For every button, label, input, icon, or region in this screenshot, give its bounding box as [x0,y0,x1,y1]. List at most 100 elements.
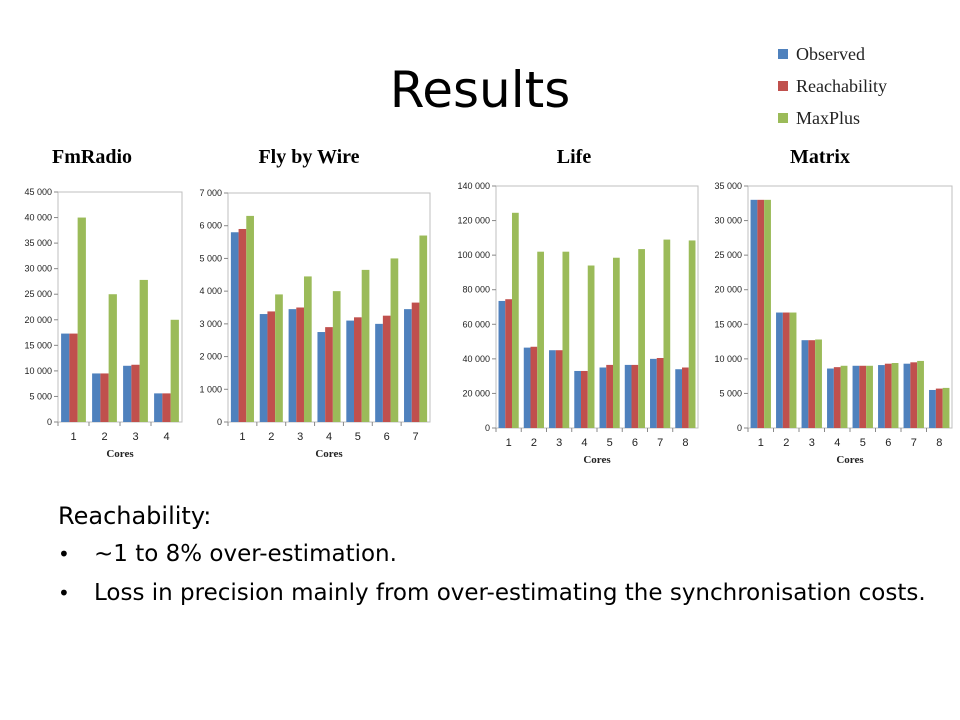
y-tick-label: 1 000 [199,384,222,394]
bar-reachability-2 [782,312,790,428]
x-tick-label: 1 [758,437,764,449]
legend-label-observed: Observed [796,43,865,64]
bar-maxplus-3 [303,276,312,422]
bar-maxplus-5 [612,257,620,428]
bar-reachability-6 [884,363,892,428]
bar-reachability-4 [162,393,171,422]
bar-reachability-6 [631,364,639,428]
bar-reachability-1 [757,199,765,428]
x-tick-label: 2 [101,431,107,443]
bar-observed-7 [650,358,657,428]
bar-observed-2 [523,347,531,428]
y-tick-label: 2 000 [199,352,222,362]
x-tick-label: 5 [607,437,613,449]
bar-reachability-7 [656,357,664,428]
legend-swatch-maxplus [778,113,788,123]
x-tick-label: 3 [556,437,562,449]
bullet-list: • ~1 to 8% over-estimation. • Loss in prec… [58,538,948,610]
x-axis-label: Cores [836,454,864,466]
chart-legend: Observed Reachability MaxPlus [778,38,887,134]
bar-observed-8 [929,389,936,428]
x-tick-label: 1 [239,431,245,443]
y-tick-label: 10 000 [24,366,52,376]
y-tick-label: 40 000 [462,354,490,364]
chart-title-fmradio: FmRadio [52,146,132,168]
bar-maxplus-8 [688,240,696,428]
x-tick-label: 7 [413,431,419,443]
bar-reachability-3 [131,364,140,422]
bullet-text: ~1 to 8% over-estimation. [94,541,397,567]
y-tick-label: 5 000 [29,391,52,401]
bar-maxplus-3 [562,251,570,428]
y-tick-label: 35 000 [24,238,52,248]
bar-reachability-2 [267,311,276,422]
bar-maxplus-7 [917,360,924,428]
x-tick-label: 7 [657,437,663,449]
y-tick-label: 80 000 [462,285,490,295]
bar-observed-8 [675,369,683,428]
bar-maxplus-6 [390,258,399,422]
x-tick-label: 2 [783,437,789,449]
y-tick-label: 20 000 [462,388,490,398]
bar-observed-5 [599,367,607,428]
bar-observed-4 [154,393,163,422]
legend-label-maxplus: MaxPlus [796,107,861,128]
bar-reachability-7 [910,362,918,428]
bar-maxplus-3 [815,339,822,428]
x-tick-label: 7 [911,437,917,449]
bar-maxplus-5 [866,365,873,428]
bar-maxplus-1 [511,212,519,428]
bar-maxplus-2 [537,251,544,428]
y-tick-label: 15 000 [714,319,742,329]
y-tick-label: 120 000 [457,216,490,226]
x-tick-label: 4 [326,431,332,443]
bar-maxplus-4 [332,291,341,422]
y-tick-label: 6 000 [199,221,222,231]
y-tick-label: 3 000 [199,319,222,329]
x-tick-label: 3 [132,431,138,443]
x-tick-label: 6 [885,437,891,449]
y-tick-label: 30 000 [714,216,742,226]
y-tick-label: 60 000 [462,319,490,329]
x-tick-label: 6 [384,431,390,443]
bar-reachability-1 [69,333,78,422]
x-tick-label: 2 [268,431,274,443]
bar-maxplus-6 [638,249,645,428]
y-tick-label: 15 000 [24,340,52,350]
bullet-icon: • [58,581,70,605]
bar-reachability-1 [238,228,247,422]
y-tick-label: 20 000 [24,315,52,325]
bullet-item: • ~1 to 8% over-estimation. [58,538,948,571]
bar-reachability-2 [100,373,109,422]
y-tick-label: 140 000 [457,181,490,191]
legend-item-observed: Observed [778,38,887,70]
x-tick-label: 5 [860,437,866,449]
legend-item-maxplus: MaxPlus [778,102,887,134]
slide-content: Reachability: • ~1 to 8% over-estimation.… [58,498,948,616]
x-tick-label: 8 [682,437,688,449]
chart-fly-by-wire: 0 1 000 2 000 3 000 4 000 5 000 6 000 7 000 1 2 3 4… [199,188,431,460]
y-tick-label: 0 [737,423,742,433]
chart-title-fly-by-wire: Fly by Wire [258,146,360,168]
x-tick-label: 5 [355,431,361,443]
section-heading: Reachability: [58,502,212,530]
x-tick-label: 4 [163,431,169,443]
bar-observed-6 [375,323,383,422]
bar-maxplus-7 [663,239,671,428]
y-tick-label: 25 000 [714,250,742,260]
bar-observed-6 [624,364,632,428]
bar-reachability-8 [935,388,943,428]
bar-observed-7 [404,309,412,422]
y-tick-label: 5 000 [199,253,222,263]
bar-maxplus-2 [108,294,117,422]
y-tick-label: 40 000 [24,213,52,223]
bar-observed-5 [852,365,860,428]
x-tick-label: 2 [531,437,537,449]
y-tick-label: 30 000 [24,264,52,274]
bar-maxplus-1 [764,199,771,428]
y-tick-label: 20 000 [714,285,742,295]
y-tick-label: 10 000 [714,354,742,364]
bar-maxplus-2 [789,312,797,428]
bar-observed-3 [549,350,556,428]
